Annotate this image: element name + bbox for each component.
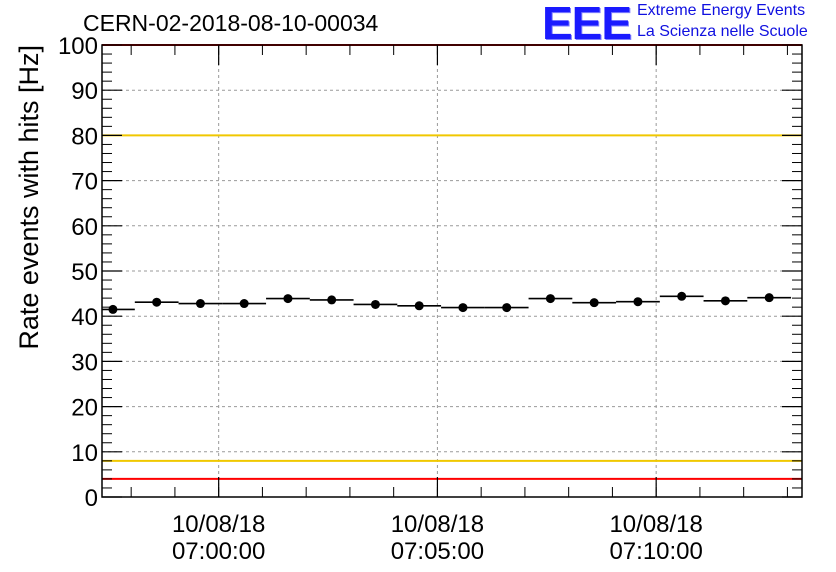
y-tick-label: 30 (71, 349, 98, 376)
y-axis-title: Rate events with hits [Hz] (14, 45, 44, 350)
data-point (545, 294, 555, 304)
data-series (102, 291, 792, 314)
data-point (764, 293, 774, 303)
y-tick-label: 10 (71, 440, 98, 467)
y-tick-label: 80 (71, 123, 98, 150)
run-title: CERN-02-2018-08-10-00034 (83, 10, 379, 36)
y-tick-label: 50 (71, 259, 98, 286)
y-tick-label: 60 (71, 214, 98, 241)
data-point (108, 304, 118, 314)
data-point (327, 295, 337, 305)
data-point (458, 303, 468, 313)
x-tick-date-label: 10/08/18 (172, 511, 265, 538)
x-tick-date-label: 10/08/18 (609, 511, 702, 538)
data-point (589, 298, 599, 308)
y-tick-label: 20 (71, 395, 98, 422)
logo-tagline-2: La Scienza nelle Scuole (637, 23, 808, 40)
reference-lines (102, 44, 802, 480)
y-tick-labels: 0 10 20 30 40 50 60 70 80 90 100 (58, 33, 98, 512)
logo-tagline-1: Extreme Energy Events (637, 2, 806, 19)
data-point (152, 297, 162, 307)
x-tick-date-label: 10/08/18 (391, 511, 484, 538)
data-point (239, 299, 249, 309)
y-tick-label: 90 (71, 78, 98, 105)
x-tick-labels: 10/08/1807:00:0010/08/1807:05:0010/08/18… (172, 511, 703, 565)
eee-logo: EEE Extreme Energy Events La Scienza nel… (542, 0, 832, 49)
data-point (677, 291, 687, 301)
y-tick-label: 0 (85, 485, 98, 512)
data-point (633, 297, 643, 307)
data-point (502, 303, 512, 313)
data-point (195, 299, 205, 309)
grid-lines (102, 45, 802, 497)
data-point (720, 296, 730, 306)
data-point (414, 301, 424, 311)
x-tick-time-label: 07:00:00 (172, 538, 265, 565)
y-tick-label: 40 (71, 304, 98, 331)
x-tick-time-label: 07:05:00 (391, 538, 484, 565)
eee-logo-mark: EEE (542, 0, 632, 49)
axis-ticks (102, 44, 802, 498)
y-tick-label: 100 (58, 33, 98, 60)
y-tick-label: 70 (71, 169, 98, 196)
x-tick-time-label: 07:10:00 (609, 538, 702, 565)
data-point (370, 299, 380, 309)
data-point (283, 294, 293, 304)
